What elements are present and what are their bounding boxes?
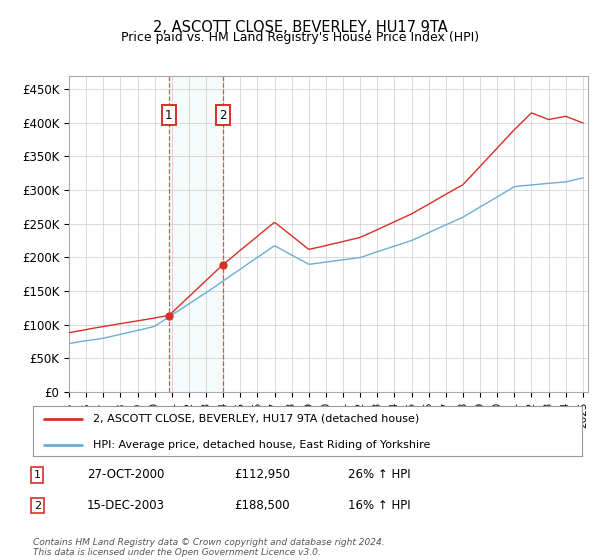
Text: 27-OCT-2000: 27-OCT-2000 — [87, 468, 164, 482]
Bar — [169, 76, 223, 392]
Text: 16% ↑ HPI: 16% ↑ HPI — [348, 499, 410, 512]
Text: 15-DEC-2003: 15-DEC-2003 — [87, 499, 165, 512]
Text: 2: 2 — [34, 501, 41, 511]
Text: Price paid vs. HM Land Registry's House Price Index (HPI): Price paid vs. HM Land Registry's House … — [121, 31, 479, 44]
Text: Contains HM Land Registry data © Crown copyright and database right 2024.
This d: Contains HM Land Registry data © Crown c… — [33, 538, 385, 557]
Text: £112,950: £112,950 — [234, 468, 290, 482]
Text: 2: 2 — [220, 109, 227, 122]
Text: 1: 1 — [34, 470, 41, 480]
Text: £188,500: £188,500 — [234, 499, 290, 512]
Text: HPI: Average price, detached house, East Riding of Yorkshire: HPI: Average price, detached house, East… — [94, 440, 431, 450]
Text: 2, ASCOTT CLOSE, BEVERLEY, HU17 9TA: 2, ASCOTT CLOSE, BEVERLEY, HU17 9TA — [152, 20, 448, 35]
Text: 2, ASCOTT CLOSE, BEVERLEY, HU17 9TA (detached house): 2, ASCOTT CLOSE, BEVERLEY, HU17 9TA (det… — [94, 414, 419, 423]
Text: 1: 1 — [165, 109, 173, 122]
Text: 26% ↑ HPI: 26% ↑ HPI — [348, 468, 410, 482]
